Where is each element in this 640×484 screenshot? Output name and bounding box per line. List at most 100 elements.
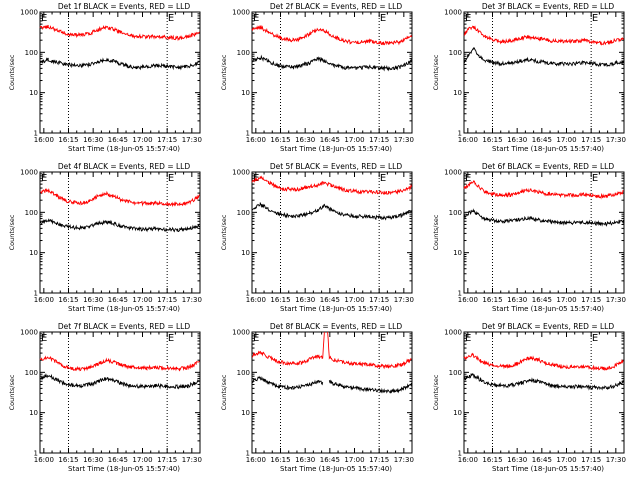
y-tick-label: 1000 <box>232 9 250 17</box>
y-tick-label: 100 <box>25 369 38 377</box>
panel-det-5f: Det 5f BLACK = Events, RED = LLD 1 10 100 10… <box>220 162 414 313</box>
event-marker: E <box>592 13 598 24</box>
plot-frame <box>39 171 201 294</box>
y-tick-label: 1000 <box>444 169 462 177</box>
event-marker: E <box>465 13 471 24</box>
y-tick-label: 100 <box>237 49 250 57</box>
x-tick-label: 16:30 <box>507 456 527 464</box>
series-lld-line <box>251 175 412 196</box>
x-tick-label: 17:00 <box>556 456 576 464</box>
x-tick-label: 16:30 <box>295 456 315 464</box>
plot-frame <box>463 11 625 134</box>
y-tick-label: 1 <box>34 450 38 458</box>
x-axis-label: Start Time (18-Jun-05 15:57:40) <box>68 305 180 313</box>
y-tick-label: 10 <box>29 89 38 97</box>
event-marker: E <box>168 333 174 344</box>
plot-frame <box>251 331 413 454</box>
x-axis-label: Start Time (18-Jun-05 15:57:40) <box>280 465 392 473</box>
series-events-line <box>39 218 200 233</box>
y-tick-label: 1000 <box>444 9 462 17</box>
y-tick-label: 1 <box>458 290 462 298</box>
x-tick-label: 17:30 <box>182 456 202 464</box>
y-tick-label: 1000 <box>444 329 462 337</box>
x-tick-label: 16:00 <box>246 296 266 304</box>
x-tick-label: 17:15 <box>581 136 601 144</box>
x-tick-label: 16:30 <box>507 136 527 144</box>
plot-frame <box>463 331 625 454</box>
event-marker: E <box>380 333 386 344</box>
event-marker: E <box>41 333 47 344</box>
event-marker: E <box>380 13 386 24</box>
y-tick-label: 100 <box>25 49 38 57</box>
x-tick-label: 16:15 <box>58 296 78 304</box>
x-tick-label: 16:00 <box>34 296 54 304</box>
y-axis-label: Counts/sec <box>8 214 16 250</box>
x-tick-label: 17:30 <box>606 136 626 144</box>
event-marker: E <box>41 173 47 184</box>
y-tick-label: 10 <box>241 409 250 417</box>
x-tick-label: 16:45 <box>532 456 552 464</box>
x-tick-label: 17:30 <box>182 136 202 144</box>
x-tick-label: 17:15 <box>157 136 177 144</box>
x-tick-label: 16:45 <box>532 296 552 304</box>
x-tick-label: 16:30 <box>507 296 527 304</box>
x-tick-label: 16:00 <box>458 296 478 304</box>
x-tick-label: 17:00 <box>556 136 576 144</box>
x-tick-label: 17:30 <box>606 296 626 304</box>
x-tick-label: 17:15 <box>369 136 389 144</box>
y-axis-label: Counts/sec <box>8 374 16 410</box>
panel-det-4f: Det 4f BLACK = Events, RED = LLD 1 10 100 10… <box>8 162 202 313</box>
panel-title: Det 6f BLACK = Events, RED = LLD <box>482 162 615 171</box>
x-tick-label: 17:00 <box>344 136 364 144</box>
series-lld-line <box>463 25 624 46</box>
y-tick-label: 10 <box>453 249 462 257</box>
x-axis-label: Start Time (18-Jun-05 15:57:40) <box>280 305 392 313</box>
panel-title: Det 8f BLACK = Events, RED = LLD <box>270 322 403 331</box>
y-tick-label: 1 <box>458 450 462 458</box>
series-events-line <box>251 54 412 72</box>
x-tick-label: 16:30 <box>295 296 315 304</box>
panel-title: Det 7f BLACK = Events, RED = LLD <box>58 322 191 331</box>
x-tick-label: 17:15 <box>157 456 177 464</box>
series-lld-line <box>463 352 624 371</box>
x-tick-label: 16:45 <box>320 296 340 304</box>
x-tick-label: 16:15 <box>270 296 290 304</box>
event-marker: E <box>253 333 259 344</box>
x-tick-label: 17:15 <box>369 456 389 464</box>
x-tick-label: 16:30 <box>83 456 103 464</box>
x-tick-label: 16:15 <box>482 456 502 464</box>
event-marker: E <box>380 173 386 184</box>
x-tick-label: 17:00 <box>556 296 576 304</box>
x-tick-label: 16:45 <box>108 136 128 144</box>
x-tick-label: 16:15 <box>58 456 78 464</box>
x-tick-label: 17:00 <box>344 456 364 464</box>
panel-det-7f: Det 7f BLACK = Events, RED = LLD 1 10 100 10… <box>8 322 202 473</box>
panel-det-2f: Det 2f BLACK = Events, RED = LLD 1 10 100 10… <box>220 2 414 153</box>
x-tick-label: 16:45 <box>108 296 128 304</box>
panel-det-1f: Det 1f BLACK = Events, RED = LLD 1 10 100 10… <box>8 2 202 153</box>
y-tick-label: 1 <box>34 130 38 138</box>
y-tick-label: 10 <box>241 249 250 257</box>
x-tick-label: 17:30 <box>394 296 414 304</box>
panel-det-9f: Det 9f BLACK = Events, RED = LLD 1 10 100 10… <box>432 322 626 473</box>
series-lld-line <box>39 188 200 208</box>
x-tick-label: 17:30 <box>182 296 202 304</box>
panel-det-6f: Det 6f BLACK = Events, RED = LLD 1 10 100 10… <box>432 162 626 313</box>
y-tick-label: 100 <box>449 369 462 377</box>
x-tick-label: 16:15 <box>270 136 290 144</box>
x-tick-label: 16:00 <box>34 136 54 144</box>
x-tick-label: 17:30 <box>606 456 626 464</box>
x-tick-label: 16:15 <box>58 136 78 144</box>
x-tick-label: 17:00 <box>344 296 364 304</box>
x-axis-label: Start Time (18-Jun-05 15:57:40) <box>492 305 604 313</box>
y-tick-label: 1 <box>246 290 250 298</box>
series-events-line <box>463 208 624 227</box>
y-tick-label: 1000 <box>20 329 38 337</box>
x-tick-label: 16:45 <box>320 136 340 144</box>
x-tick-label: 17:15 <box>369 296 389 304</box>
x-tick-label: 16:30 <box>83 136 103 144</box>
plot-frame <box>251 11 413 134</box>
series-lld-line <box>251 24 412 46</box>
event-marker: E <box>465 173 471 184</box>
x-tick-label: 16:00 <box>246 456 266 464</box>
